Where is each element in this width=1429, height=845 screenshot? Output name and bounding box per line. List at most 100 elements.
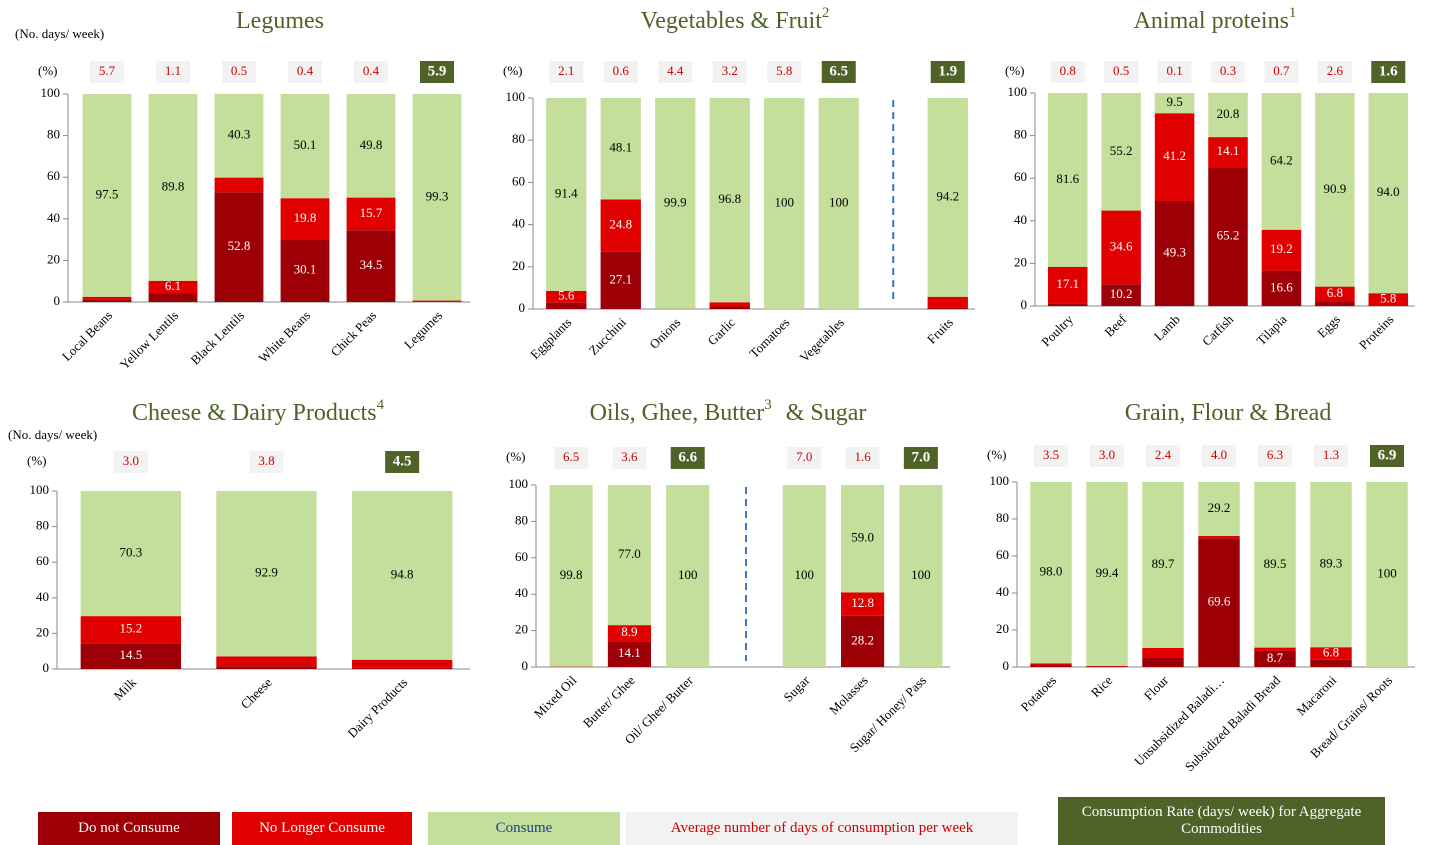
value-label: 98.0 xyxy=(1040,564,1063,579)
bar-segment xyxy=(1366,482,1408,667)
value-label: 90.9 xyxy=(1323,181,1346,196)
aggregate-days-box xyxy=(1371,61,1406,83)
y-tick-label: 60 xyxy=(512,173,525,188)
y-tick-label: 20 xyxy=(47,251,60,266)
days-label: 3.8 xyxy=(258,453,274,468)
bar-segment xyxy=(1368,293,1409,306)
y-tick-label: 80 xyxy=(515,512,528,527)
value-label: 64.2 xyxy=(1270,152,1293,167)
bar-segment xyxy=(1142,482,1184,648)
bar-segment xyxy=(412,300,462,302)
aggregate-days-box xyxy=(385,451,420,473)
x-tick-label: Chick Peas xyxy=(328,308,380,360)
x-tick-label: Beef xyxy=(1101,311,1129,339)
x-tick-label: Local Beans xyxy=(59,308,115,364)
aggregate-days-label: 1.9 xyxy=(938,63,957,79)
value-label: 27.1 xyxy=(609,271,632,286)
value-label: 5.8 xyxy=(1380,290,1396,305)
aggregate-days-label: 6.6 xyxy=(678,449,697,465)
value-label: 29.2 xyxy=(1208,500,1231,515)
bar-segment xyxy=(346,94,396,198)
days-box xyxy=(1157,61,1192,83)
x-tick-label: Legumes xyxy=(401,308,445,352)
days-box xyxy=(1146,445,1180,467)
days-box xyxy=(1104,61,1139,83)
bar-segment xyxy=(1154,113,1195,201)
bar-segment xyxy=(1047,303,1088,306)
bar-segment xyxy=(764,98,805,309)
x-tick-label: Dairy Products xyxy=(344,675,410,741)
title-text: Cheese & Dairy Products xyxy=(132,400,377,426)
value-label: 94.0 xyxy=(1377,184,1400,199)
days-box xyxy=(658,61,693,83)
title-text: Vegetables & Fruit xyxy=(641,8,823,34)
x-tick-label: Eggs xyxy=(1314,312,1343,341)
bar-segment xyxy=(1142,657,1184,667)
bar-segment xyxy=(1254,650,1296,667)
days-label: 0.5 xyxy=(231,63,247,78)
bar-segment xyxy=(1101,210,1141,285)
x-tick-label: Garlic xyxy=(704,314,738,348)
days-box xyxy=(612,447,647,469)
value-label: 17.1 xyxy=(1056,276,1079,291)
days-label: 2.4 xyxy=(1155,447,1172,462)
bar-segment xyxy=(148,293,198,302)
value-label: 6.8 xyxy=(1327,285,1343,300)
days-box xyxy=(554,447,589,469)
bar-segment xyxy=(709,306,750,309)
x-tick-label: Black Lentils xyxy=(187,308,247,368)
y-tick-label: 60 xyxy=(47,168,60,183)
title-text: Legumes xyxy=(236,8,324,34)
value-label: 50.1 xyxy=(294,137,317,152)
y-tick-label: 40 xyxy=(996,584,1009,599)
bar-segment xyxy=(1254,647,1296,651)
bar-segment xyxy=(216,666,317,669)
x-tick-label: Cheese xyxy=(238,674,275,711)
y-tick-label: 0 xyxy=(1003,658,1010,673)
y-tick-label: 100 xyxy=(41,85,61,100)
bar-segment xyxy=(351,491,453,660)
bar-segment xyxy=(546,98,587,291)
bar-segment xyxy=(600,199,641,252)
days-label: 3.6 xyxy=(621,449,638,464)
days-box xyxy=(222,61,256,83)
aggregate-days-label: 6.9 xyxy=(1378,447,1397,463)
y-tick-label: 60 xyxy=(996,547,1009,562)
bar-segment xyxy=(841,592,885,616)
value-label: 12.8 xyxy=(851,595,874,610)
value-label: 69.6 xyxy=(1208,594,1231,609)
bar-segment xyxy=(412,301,462,302)
x-tick-label: Eggplants xyxy=(527,315,574,362)
legend-item: Do not Consume xyxy=(38,812,220,845)
bar-segment xyxy=(1368,93,1409,294)
bar-segment xyxy=(709,302,750,307)
days-box xyxy=(354,61,388,83)
value-label: 15.2 xyxy=(119,621,142,636)
bar-segment xyxy=(1208,137,1248,168)
bar-segment xyxy=(549,485,593,667)
x-tick-label: Subsidized Baladi Bread xyxy=(1182,672,1284,774)
bar-segment xyxy=(1208,92,1248,138)
days-box xyxy=(1314,445,1348,467)
x-tick-label: Zucchini xyxy=(586,314,630,358)
days-label: 3.5 xyxy=(1043,447,1059,462)
days-label: 1.1 xyxy=(165,63,181,78)
days-box xyxy=(249,451,284,473)
value-label: 97.5 xyxy=(96,186,119,201)
bar-segment xyxy=(1198,536,1240,539)
value-label: 100 xyxy=(795,567,815,582)
title-superscript: 4 xyxy=(377,397,385,413)
title-text: Animal proteins xyxy=(1134,8,1289,34)
x-tick-label: White Beans xyxy=(255,308,313,366)
legend-item: Average number of days of consumption pe… xyxy=(626,812,1018,845)
bar-segment xyxy=(600,98,641,200)
value-label: 34.5 xyxy=(360,257,383,272)
value-label: 5.6 xyxy=(558,288,575,303)
days-label: 0.1 xyxy=(1166,63,1182,78)
value-label: 94.2 xyxy=(936,188,959,203)
title-superscript: 1 xyxy=(1289,5,1297,21)
y-tick-label: 100 xyxy=(509,476,529,491)
y-axis-label: (%) xyxy=(27,453,47,468)
y-axis-label: (%) xyxy=(506,449,526,464)
bar-segment xyxy=(1315,93,1355,287)
